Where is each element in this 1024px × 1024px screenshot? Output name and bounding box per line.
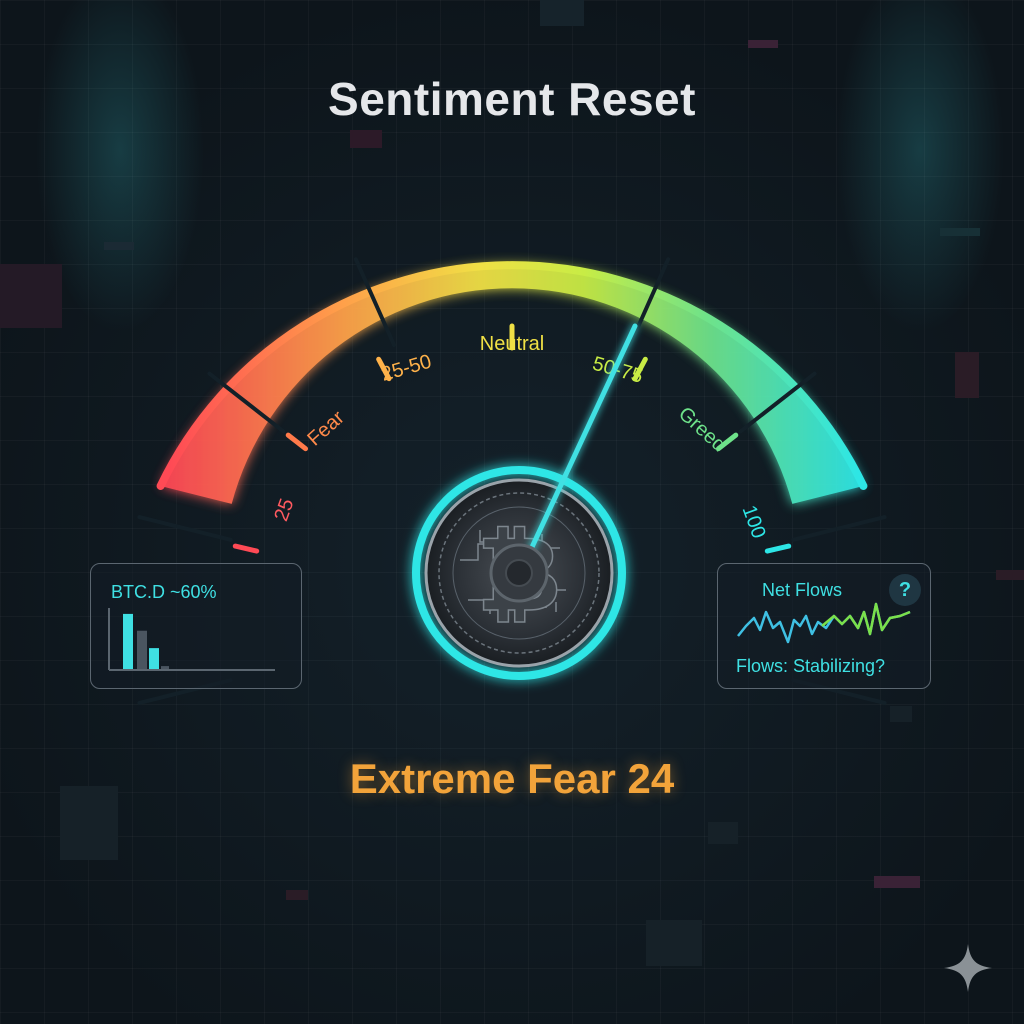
gauge-tick [715,432,739,452]
net-flows-sparkline [737,602,911,644]
btc-dominance-panel: BTC.D ~60% [90,563,302,689]
gauge-divider [207,371,286,434]
gauge-divider [791,515,887,542]
btc-dominance-bar [123,613,133,669]
gauge-divider [137,515,233,542]
btc-dominance-bar [149,648,159,669]
gauge-tick [376,356,392,382]
net-flows-status: Flows: Stabilizing? [736,656,886,676]
btc-dominance-label: BTC.D ~60% [111,582,217,602]
gauge-label-neutral: Neutral [480,333,544,355]
gauge-label-25: 25 [270,496,298,524]
sentiment-reading: Extreme Fear 24 [349,755,675,802]
gauge-tick [632,356,648,382]
gauge-label-25-50: 25-50 [379,351,434,386]
gauge-divider [353,257,397,348]
sparkle-icon [944,944,992,992]
net-flows-panel: Net Flows ? Flows: Stabilizing? [717,563,931,689]
gauge-needle [523,323,638,563]
page-title: Sentiment Reset [328,73,696,125]
gauge-arc-band [160,265,864,504]
gauge-label-100: 100 [738,503,770,542]
gauge-divider [627,257,671,348]
gauge-arc-outline [156,261,868,490]
gauge-label-fear: Fear [303,406,349,450]
net-flows-title: Net Flows [762,580,843,600]
btc-dominance-bar [161,666,169,669]
gauge-tick [285,432,309,452]
btc-dominance-bar-chart [108,608,275,671]
gauge-ticks [232,323,792,554]
gauge-label-greed: Greed [674,403,730,457]
gauge-divider [738,371,817,434]
gauge-tick [764,543,792,554]
help-button[interactable]: ? [889,574,921,606]
gauge-tick [232,543,260,554]
needle-hub [489,543,549,603]
btc-dominance-bar [137,630,147,669]
